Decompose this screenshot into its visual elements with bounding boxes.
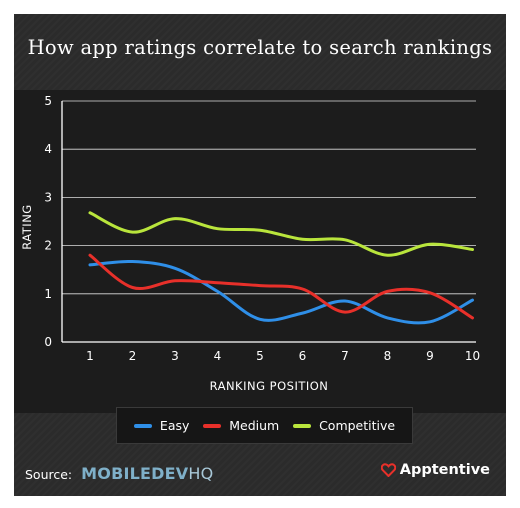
x-tick-label: 5 <box>256 349 264 363</box>
y-axis-label: RATING <box>20 204 34 249</box>
grid-lines <box>62 100 476 295</box>
series-line-medium <box>88 253 474 320</box>
legend-item-medium: Medium <box>203 418 279 433</box>
y-tick-label: 4 <box>44 142 52 156</box>
legend-item-easy: Easy <box>133 418 190 433</box>
chart-title: How app ratings correlate to search rank… <box>27 36 493 59</box>
x-tick-label: 7 <box>341 349 349 363</box>
legend-label-competitive: Competitive <box>319 418 396 433</box>
legend-swatch-competitive <box>293 423 312 428</box>
series-line-competitive <box>88 211 474 257</box>
legend-item-competitive: Competitive <box>293 418 395 433</box>
logo-text-main: MOBILEDEV <box>81 464 189 483</box>
apptentive-logo: Apptentive <box>380 462 490 478</box>
x-tick-label: 4 <box>214 349 222 363</box>
y-tick-label: 2 <box>44 239 52 253</box>
x-tick-label: 1 <box>86 349 94 363</box>
chart-card: How app ratings correlate to search rank… <box>14 14 506 496</box>
mobiledevhq-logo: MOBILEDEVHQ <box>81 464 213 483</box>
brand-name: Apptentive <box>399 462 490 478</box>
y-tick-label: 0 <box>44 335 52 349</box>
y-tick-label: 3 <box>44 190 52 204</box>
line-chart: 0 1 2 3 4 5 1 2 3 4 5 6 7 8 9 10 RATING RANKING POSITI… <box>20 94 480 393</box>
legend-label-medium: Medium <box>229 418 280 433</box>
x-axis-label: RANKING POSITION <box>210 379 329 393</box>
legend-label-easy: Easy <box>159 418 190 433</box>
x-tick-label: 9 <box>426 349 434 363</box>
heart-icon <box>380 463 396 477</box>
x-tick-label: 6 <box>299 349 307 363</box>
y-tick-labels: 0 1 2 3 4 5 <box>44 94 52 349</box>
x-tick-label: 8 <box>384 349 392 363</box>
legend-swatch-medium <box>203 423 222 428</box>
x-tick-label: 10 <box>465 349 480 363</box>
series-line-easy <box>88 259 474 325</box>
source-label: Source: <box>25 467 73 482</box>
legend-swatch-easy <box>133 423 152 428</box>
chart-legend: Easy Medium Competitive <box>116 407 413 444</box>
x-tick-label: 3 <box>171 349 179 363</box>
x-tick-labels: 1 2 3 4 5 6 7 8 9 10 <box>86 349 480 363</box>
series-lines <box>88 211 474 325</box>
y-tick-label: 1 <box>44 287 52 301</box>
y-tick-label: 5 <box>44 94 52 108</box>
source-attribution: Source: MOBILEDEVHQ <box>25 464 213 483</box>
axes <box>61 101 476 343</box>
x-tick-label: 2 <box>129 349 137 363</box>
plot-area: 0 1 2 3 4 5 1 2 3 4 5 6 7 8 9 10 RATING RANKING POSITI… <box>14 90 506 413</box>
logo-text-suffix: HQ <box>188 464 214 483</box>
